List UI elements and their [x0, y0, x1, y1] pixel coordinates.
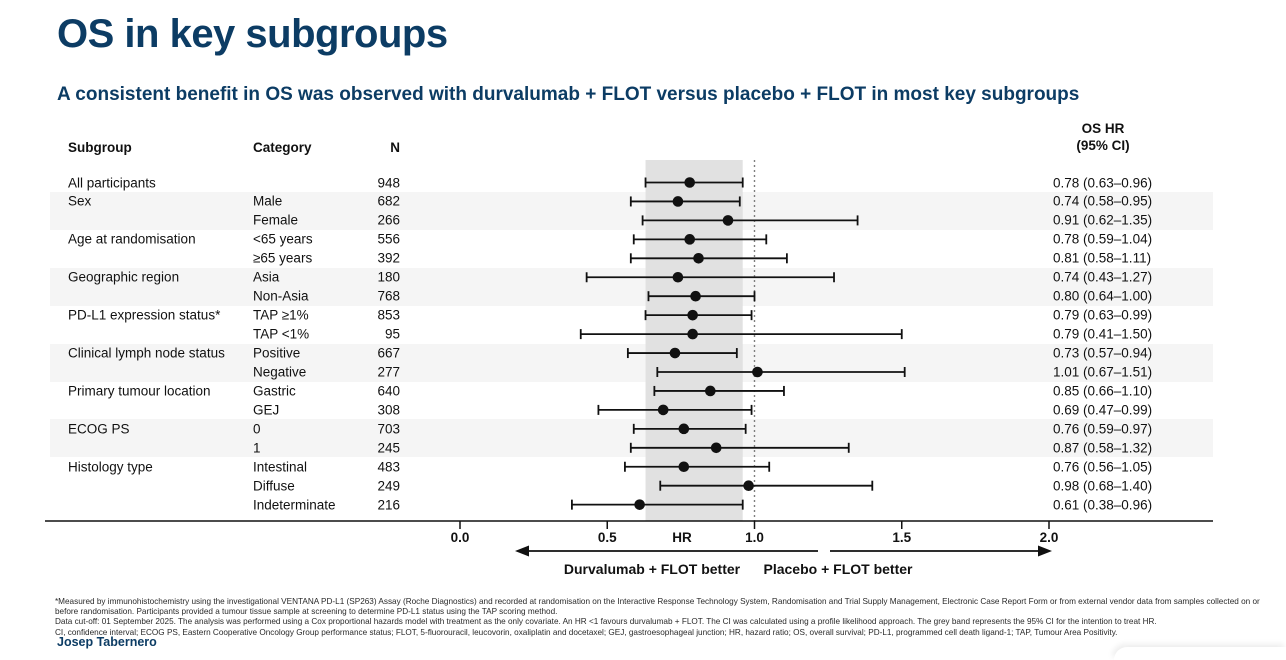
n-value: 277: [377, 364, 400, 380]
n-value: 556: [377, 231, 400, 247]
hr-ci-value: 0.79 (0.41–1.50): [1053, 326, 1153, 342]
column-header-os-hr-line2: (95% CI): [1076, 137, 1130, 153]
n-value: 180: [377, 269, 400, 285]
category-label: Female: [253, 212, 299, 228]
column-header-subgroup: Subgroup: [68, 140, 132, 155]
hr-ci-value: 0.69 (0.47–0.99): [1053, 402, 1153, 418]
n-value: 682: [377, 193, 400, 209]
hr-ci-value: 0.76 (0.56–1.05): [1053, 459, 1153, 475]
row-shading: [50, 286, 1213, 306]
subgroup-label: Sex: [68, 193, 92, 209]
footnote-line: Data cut-off: 01 September 2025. The ana…: [55, 617, 1157, 627]
corner-card: [1114, 647, 1286, 660]
footnote-line: CI, confidence interval; ECOG PS, Easter…: [55, 627, 1118, 637]
hr-ci-value: 0.81 (0.58–1.11): [1053, 250, 1152, 266]
slide-subtitle: A consistent benefit in OS was observed …: [57, 84, 1080, 105]
subgroup-label: Age at randomisation: [68, 231, 196, 247]
category-label: 1: [253, 440, 261, 456]
n-value: 249: [377, 478, 400, 494]
n-value: 245: [377, 440, 400, 456]
hr-ci-value: 0.85 (0.66–1.10): [1053, 383, 1153, 399]
footnotes: *Measured by immunohistochemistry using …: [55, 597, 1260, 638]
n-value: 392: [377, 250, 400, 266]
category-label: ≥65 years: [253, 250, 313, 266]
category-label: Diffuse: [253, 478, 295, 494]
subgroup-label: Clinical lymph node status: [68, 345, 225, 361]
subgroup-label: Primary tumour location: [68, 383, 211, 399]
hr-ci-value: 0.74 (0.43–1.27): [1053, 269, 1153, 285]
hr-ci-value: 0.79 (0.63–0.99): [1053, 307, 1153, 323]
n-value: 216: [377, 497, 400, 513]
hr-ci-value: 0.98 (0.68–1.40): [1053, 478, 1153, 494]
category-label: Negative: [253, 364, 307, 380]
column-header-os-hr-line1: OS HR: [1081, 121, 1125, 136]
category-label: Male: [253, 193, 283, 209]
category-label: <65 years: [253, 231, 313, 247]
category-label: GEJ: [253, 402, 280, 418]
column-header-os-hr: OS HR (95% CI): [1003, 121, 1203, 154]
category-label: TAP <1%: [253, 326, 310, 342]
hr-ci-value: 0.91 (0.62–1.35): [1053, 212, 1153, 228]
subgroup-label: PD-L1 expression status*: [68, 307, 221, 323]
category-label: Positive: [253, 345, 301, 361]
n-value: 768: [377, 288, 400, 304]
n-value: 95: [384, 326, 400, 342]
hr-ci-value: 0.87 (0.58–1.32): [1053, 440, 1153, 456]
n-value: 308: [377, 402, 400, 418]
subgroup-label: Geographic region: [68, 269, 180, 285]
n-value: 948: [377, 175, 400, 190]
n-value: 640: [377, 383, 400, 399]
category-label: Intestinal: [253, 459, 308, 475]
n-value: 853: [377, 307, 400, 323]
hr-ci-value: 0.76 (0.59–0.97): [1053, 421, 1153, 437]
row-shading: [50, 210, 1213, 230]
presenter-name: Josep Tabernero: [57, 635, 157, 649]
hr-ci-value: 0.73 (0.57–0.94): [1053, 345, 1153, 361]
subgroup-label: Histology type: [68, 459, 153, 475]
category-label: TAP ≥1%: [253, 307, 309, 323]
n-value: 483: [377, 459, 400, 475]
row-shading: [50, 362, 1213, 382]
page-title: OS in key subgroups: [57, 12, 448, 56]
subgroup-label: ECOG PS: [68, 421, 130, 437]
category-label: Indeterminate: [253, 497, 336, 513]
row-shading: [50, 419, 1213, 439]
footnote-line: *Measured by immunohistochemistry using …: [55, 597, 1260, 606]
category-label: 0: [253, 421, 261, 437]
hr-ci-value: 0.78 (0.63–0.96): [1053, 175, 1153, 190]
n-value: 703: [377, 421, 400, 437]
hr-ci-value: 1.01 (0.67–1.51): [1053, 364, 1153, 380]
hr-ci-value: 0.74 (0.58–0.95): [1053, 193, 1153, 209]
n-value: 667: [377, 345, 400, 361]
column-header-category: Category: [253, 140, 312, 155]
category-label: Gastric: [253, 383, 296, 399]
subgroup-label: All participants: [68, 175, 156, 190]
column-header-n: N: [390, 140, 400, 155]
hr-ci-value: 0.80 (0.64–1.00): [1053, 288, 1153, 304]
n-value: 266: [377, 212, 400, 228]
hr-ci-value: 0.78 (0.59–1.04): [1053, 231, 1153, 247]
category-label: Asia: [253, 269, 280, 285]
hr-ci-value: 0.61 (0.38–0.96): [1053, 497, 1153, 513]
category-label: Non-Asia: [253, 288, 309, 304]
footnote-line: before randomisation. Participants provi…: [55, 607, 558, 617]
